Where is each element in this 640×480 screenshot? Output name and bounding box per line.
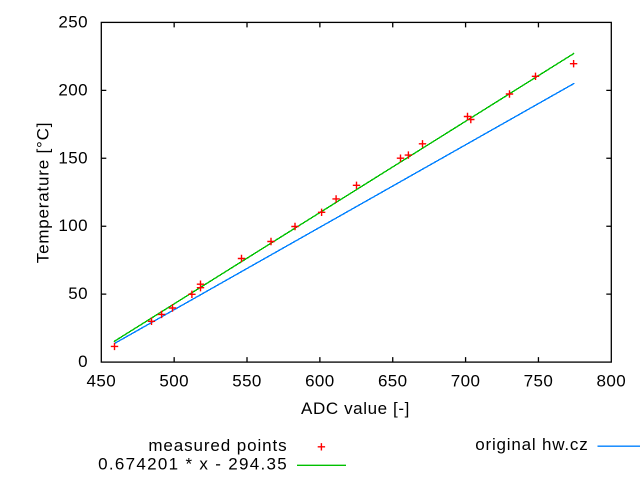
svg-text:450: 450 [87,371,117,390]
svg-text:0: 0 [78,352,88,371]
svg-text:150: 150 [58,148,88,167]
svg-text:ADC value [-]: ADC value [-] [301,399,410,418]
svg-text:measured points: measured points [148,436,287,455]
svg-text:500: 500 [159,371,189,390]
svg-text:650: 650 [378,371,408,390]
svg-text:Temperature [°C]: Temperature [°C] [34,122,53,263]
svg-text:200: 200 [58,80,88,99]
svg-text:700: 700 [451,371,481,390]
svg-text:750: 750 [524,371,554,390]
svg-text:50: 50 [68,284,88,303]
svg-text:600: 600 [305,371,335,390]
svg-text:800: 800 [597,371,627,390]
svg-text:0.674201 * x - 294.35: 0.674201 * x - 294.35 [98,455,288,474]
svg-text:550: 550 [232,371,262,390]
svg-text:100: 100 [58,216,88,235]
svg-text:original hw.cz: original hw.cz [475,435,588,454]
svg-text:250: 250 [58,12,88,31]
